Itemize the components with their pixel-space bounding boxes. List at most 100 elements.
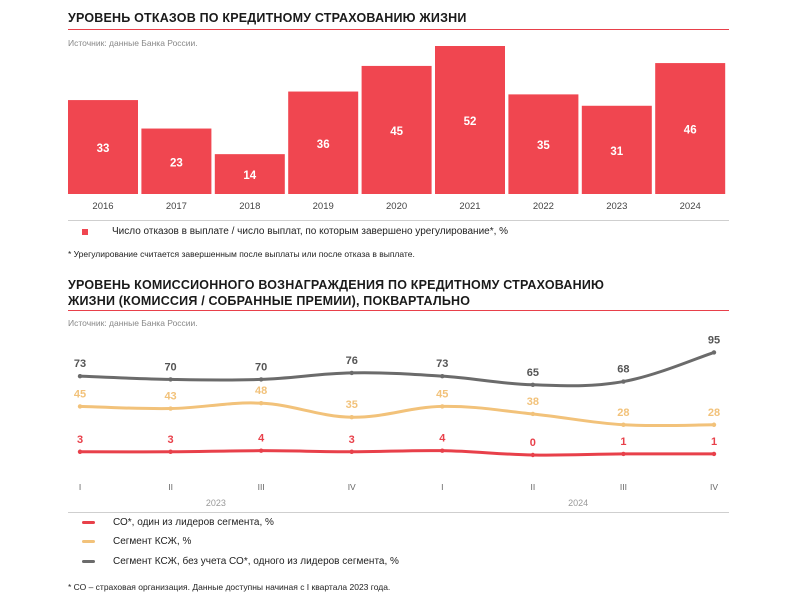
data-label-s3-3: 70 xyxy=(255,361,267,373)
point-s2-4 xyxy=(349,415,354,420)
bar-value-label-2019: 36 xyxy=(317,139,330,151)
chart2-legend-divider xyxy=(68,512,729,513)
point-s2-1 xyxy=(77,404,83,409)
x-tick-label-2020: 2020 xyxy=(386,201,407,212)
point-s3-6 xyxy=(530,382,536,387)
point-s1-8 xyxy=(711,451,717,457)
legend-swatch-series-3 xyxy=(82,560,95,563)
bar-2018 xyxy=(214,154,285,194)
point-s1-4 xyxy=(349,449,354,454)
bar-2023 xyxy=(581,105,652,194)
x-tick-label-2021: 2021 xyxy=(459,201,480,212)
x-tick-label-q1: I xyxy=(79,482,81,492)
point-s1-7 xyxy=(621,451,626,457)
data-label-s3-2: 70 xyxy=(164,361,176,373)
x-tick-label-2022: 2022 xyxy=(533,201,554,212)
bar-chart: 33 2016 23 2017 14 2018 36 2019 45 2020 52 2021 35 20… xyxy=(68,46,726,212)
data-label-s3-1: 73 xyxy=(74,358,86,370)
data-label-s2-7: 28 xyxy=(617,407,629,419)
legend-label-series-3: Сегмент КСЖ, без учета СО*, одного из ли… xyxy=(113,556,399,567)
chart2-title-rule xyxy=(68,310,729,311)
bar-value-label-2021: 52 xyxy=(464,116,477,128)
chart1-source: Источник: данные Банка России. xyxy=(68,38,198,48)
bar-2016 xyxy=(68,100,138,194)
bar-2017 xyxy=(141,128,212,194)
data-label-s1-6: 0 xyxy=(530,437,536,449)
x-tick-label-q7: III xyxy=(620,482,627,492)
x-tick-label-2019: 2019 xyxy=(313,201,334,212)
x-tick-label-2023: 2023 xyxy=(606,201,627,212)
data-label-s2-6: 38 xyxy=(527,396,539,408)
legend-swatch-series-1 xyxy=(82,521,95,524)
chart2-legend-row-1: СО*, один из лидеров сегмента, % xyxy=(82,517,274,528)
chart1-legend: Число отказов в выплате / число выплат, … xyxy=(82,226,508,237)
bar-value-label-2016: 33 xyxy=(97,143,110,155)
data-label-s1-3: 4 xyxy=(258,433,265,445)
bar-2022 xyxy=(508,94,579,194)
data-label-s1-2: 3 xyxy=(168,434,174,446)
bar-value-label-2024: 46 xyxy=(684,125,697,137)
point-s1-3 xyxy=(258,448,264,453)
point-s2-3 xyxy=(258,400,264,406)
x-tick-label-2024: 2024 xyxy=(680,201,701,212)
year-label-2023: 2023 xyxy=(206,498,226,508)
bar-value-label-2022: 35 xyxy=(537,140,550,152)
bar-2024 xyxy=(655,63,726,195)
data-label-s1-8: 1 xyxy=(711,436,717,448)
bar-2019 xyxy=(288,91,359,194)
point-s2-6 xyxy=(530,411,536,417)
bar-value-label-2023: 31 xyxy=(610,146,623,158)
data-label-s2-3: 48 xyxy=(255,385,267,397)
point-s3-7 xyxy=(621,379,626,384)
point-s3-2 xyxy=(168,377,173,382)
x-tick-label-2018: 2018 xyxy=(239,201,260,212)
point-s2-7 xyxy=(621,422,626,427)
chart2-title-line2: ЖИЗНИ (КОМИССИЯ / СОБРАННЫЕ ПРЕМИИ), ПОК… xyxy=(68,294,471,308)
legend-label-series-1: СО*, один из лидеров сегмента, % xyxy=(113,517,274,528)
legend-label-bar: Число отказов в выплате / число выплат, … xyxy=(112,226,509,237)
chart2-legend-row-3: Сегмент КСЖ, без учета СО*, одного из ли… xyxy=(82,556,399,567)
point-s2-8 xyxy=(711,422,717,427)
bar-2021 xyxy=(435,46,505,194)
point-s3-5 xyxy=(440,373,445,379)
point-s3-1 xyxy=(77,373,83,379)
point-s3-3 xyxy=(258,377,264,382)
data-label-s2-2: 43 xyxy=(164,391,176,403)
point-s1-2 xyxy=(168,449,173,454)
data-label-s1-1: 3 xyxy=(77,434,83,446)
bar-2020 xyxy=(361,65,432,194)
data-label-s3-7: 68 xyxy=(617,364,629,376)
x-tick-label-q8: IV xyxy=(710,482,718,492)
data-label-s2-5: 45 xyxy=(436,388,448,400)
data-label-s1-5: 4 xyxy=(439,433,446,445)
point-s1-5 xyxy=(440,448,445,453)
point-s3-4 xyxy=(349,370,354,376)
legend-swatch-series-2 xyxy=(82,540,95,543)
bar-value-label-2017: 23 xyxy=(170,157,183,169)
series-line-3 xyxy=(78,350,716,388)
year-label-2024: 2024 xyxy=(568,498,588,508)
data-label-s2-8: 28 xyxy=(708,407,720,419)
x-tick-label-2017: 2017 xyxy=(166,201,187,212)
point-s1-6 xyxy=(530,452,536,458)
point-s1-1 xyxy=(77,449,83,454)
x-tick-label-2016: 2016 xyxy=(92,201,113,212)
data-label-s1-4: 3 xyxy=(349,434,355,446)
data-label-s3-4: 76 xyxy=(346,355,358,367)
series-line-2 xyxy=(78,401,716,428)
x-tick-label-q5: I xyxy=(441,482,443,492)
legend-swatch-bar xyxy=(82,228,88,235)
chart1-title-rule xyxy=(68,29,729,30)
chart2-source: Источник: данные Банка России. xyxy=(68,318,198,328)
legend-label-series-2: Сегмент КСЖ, % xyxy=(113,536,192,547)
x-tick-label-q6: II xyxy=(530,482,535,492)
data-label-s3-5: 73 xyxy=(436,358,448,370)
chart1-footnote: * Урегулирование считается завершенным п… xyxy=(68,249,415,259)
chart2-legend-row-2: Сегмент КСЖ, % xyxy=(82,536,191,547)
data-label-s1-7: 1 xyxy=(620,436,626,448)
point-s2-5 xyxy=(440,404,445,409)
x-tick-label-q3: III xyxy=(258,482,265,492)
chart1-title: УРОВЕНЬ ОТКАЗОВ ПО КРЕДИТНОМУ СТРАХОВАНИ… xyxy=(68,11,467,25)
x-tick-label-q2: II xyxy=(168,482,173,492)
